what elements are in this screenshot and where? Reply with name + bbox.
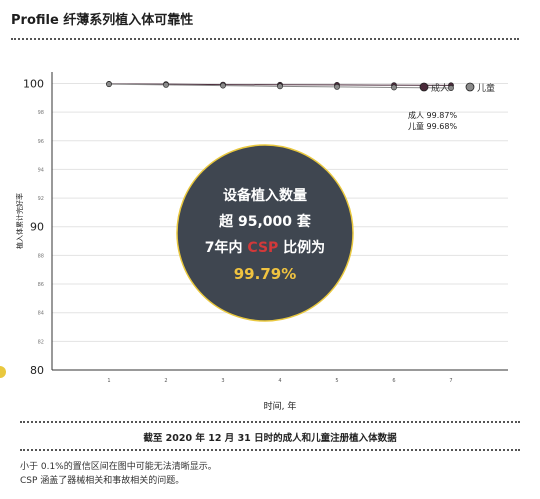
series-2-point	[391, 84, 397, 91]
y-tick-label: 86	[38, 282, 44, 288]
callout-value: 99.79%	[234, 265, 296, 283]
callout-line-3-part: 7年内	[205, 239, 248, 256]
series-2-point	[277, 83, 283, 90]
series-end-label: 儿童 99.68%	[408, 121, 457, 131]
y-tick-label: 88	[38, 253, 44, 259]
callout-line-2: 超 95,000 套	[218, 213, 311, 230]
footnote-1: 小于 0.1%的置信区间在图中可能无法清晰显示。	[20, 462, 217, 472]
callout-line-3-part: CSP	[247, 240, 278, 256]
series-2-point	[448, 85, 454, 91]
x-tick-label: 2	[164, 378, 167, 384]
x-axis-title: 时间, 年	[264, 400, 297, 412]
y-tick-label: 96	[38, 139, 44, 145]
y-axis-title: 植入体累计完好率	[15, 193, 24, 249]
y-tick-label: 94	[38, 167, 44, 173]
legend-label: 儿童	[477, 82, 495, 94]
y-tick-label: 90	[30, 221, 44, 234]
callout-line-1: 设备植入数量	[223, 187, 307, 204]
title-divider	[11, 38, 519, 40]
callout-circle	[176, 144, 354, 322]
series-end-label: 成人 99.87%	[408, 110, 457, 120]
chart-caption: 截至 2020 年 12 月 31 日时的成人和儿童注册植入体数据	[143, 433, 397, 444]
series-2-point	[106, 81, 112, 88]
y-tick-label: 80	[30, 364, 44, 377]
legend-marker	[465, 82, 475, 92]
page-title: Profile 纤薄系列植入体可靠性	[11, 13, 194, 28]
series-2-point	[334, 84, 340, 90]
y-tick-label: 98	[38, 110, 44, 116]
x-tick-label: 1	[107, 378, 110, 384]
legend-marker	[419, 82, 429, 92]
caption-divider	[20, 421, 520, 423]
callout-line-3: 7年内 CSP 比例为	[205, 239, 325, 256]
callout-line-3-part: 比例为	[278, 239, 325, 256]
y-tick-label: 82	[38, 339, 44, 345]
x-tick-label: 3	[221, 378, 224, 384]
y-tick-label: 84	[38, 311, 44, 317]
x-tick-label: 5	[335, 378, 338, 384]
series-2-point	[220, 82, 226, 89]
x-tick-label: 4	[278, 378, 281, 384]
series-2-point	[163, 81, 169, 88]
decorative-dot	[0, 366, 6, 378]
y-tick-label: 92	[38, 196, 44, 202]
caption-divider-bottom	[20, 449, 520, 451]
y-tick-label: 100	[23, 77, 44, 90]
legend-label: 成人	[431, 82, 449, 94]
footnote-2: CSP 涵盖了器械相关和事故相关的问题。	[20, 476, 185, 486]
x-tick-label: 7	[449, 378, 452, 384]
x-tick-label: 6	[392, 378, 395, 384]
